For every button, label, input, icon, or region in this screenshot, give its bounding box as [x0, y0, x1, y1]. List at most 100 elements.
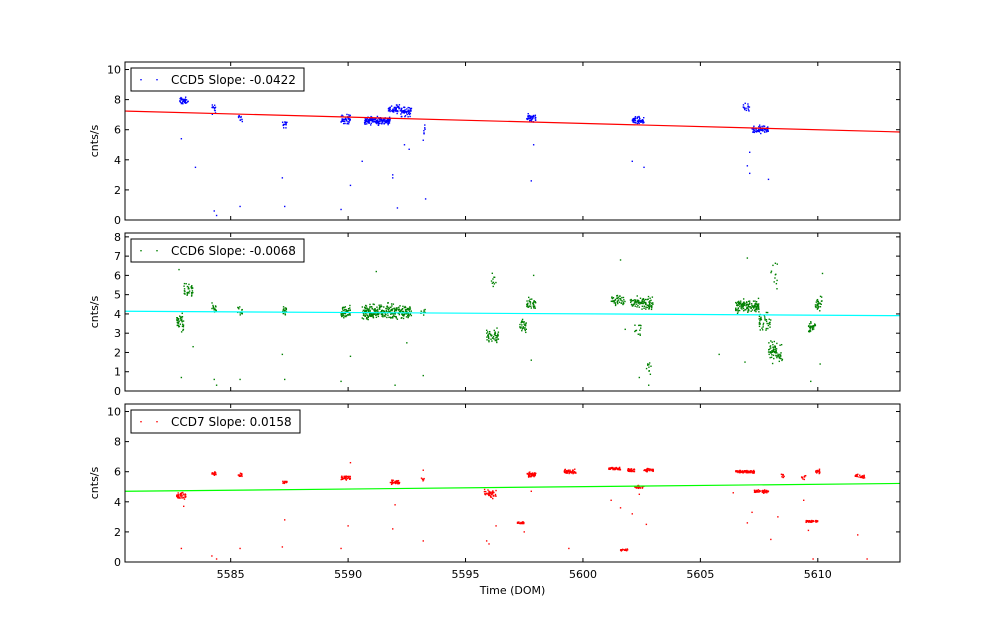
p2-data-point: [179, 317, 182, 319]
p1-data-point: [638, 119, 640, 121]
p3-data-point: [573, 472, 575, 474]
p2-data-point: [404, 313, 406, 315]
p2-data-point: [398, 306, 400, 309]
p2-data-point: [532, 303, 535, 306]
p1-data-point: [387, 123, 389, 126]
p1-data-point: [424, 127, 426, 129]
p2-data-point: [492, 278, 494, 280]
p1-outlier-point: [532, 144, 535, 146]
p2-data-point: [638, 324, 640, 327]
p3-data-point: [651, 470, 653, 472]
p2-data-point: [740, 300, 742, 302]
p1-data-point: [404, 115, 406, 118]
p2-data-point: [211, 302, 213, 304]
p2-data-point: [618, 301, 621, 303]
p1-data-point: [400, 109, 402, 111]
p2-data-point: [808, 323, 811, 325]
p2-data-point: [647, 363, 649, 365]
p1-data-point: [394, 108, 397, 111]
p1-outlier-point: [396, 207, 399, 209]
p2-data-point: [343, 306, 345, 309]
p2-data-point: [488, 339, 490, 342]
p1-data-point: [403, 110, 406, 112]
p1-data-point: [367, 120, 369, 123]
p1-legend: CCD5 Slope: -0.0422: [130, 67, 305, 92]
p2-data-point: [395, 315, 397, 318]
p2-data-point: [493, 329, 495, 332]
p2-data-point: [778, 360, 780, 363]
p2-data-point: [641, 302, 643, 305]
p3-data-point: [518, 522, 520, 524]
p1-legend-label: CCD5 Slope: -0.0422: [171, 73, 296, 87]
p1-data-point: [758, 129, 761, 131]
p1-data-point: [642, 120, 644, 122]
p2-data-point: [774, 345, 776, 347]
p2-data-point: [531, 298, 533, 300]
p1-data-point: [179, 100, 181, 102]
p3-data-point: [629, 468, 631, 470]
p2-data-point: [378, 306, 381, 308]
p3-data-point: [863, 475, 865, 478]
p2-data-point: [191, 285, 193, 287]
p3-data-point: [629, 469, 632, 472]
p1-data-point: [762, 130, 764, 132]
p2-data-point: [392, 315, 394, 318]
p2-data-point: [630, 300, 632, 302]
p2-data-point: [739, 305, 741, 307]
p3-data-point: [631, 469, 633, 472]
p2-data-point: [648, 302, 651, 305]
p3-data-point: [767, 490, 769, 492]
p1-data-point: [381, 120, 383, 122]
p2-data-point: [349, 307, 351, 309]
p3-data-point: [349, 477, 352, 479]
p1-data-point: [527, 115, 529, 117]
p2-data-point: [371, 314, 373, 316]
p3-outlier-point: [610, 499, 612, 501]
p1-data-point: [528, 115, 530, 118]
p3-outlier-point: [777, 516, 779, 518]
p3-data-point: [491, 493, 493, 495]
p3-outlier-point: [770, 538, 772, 541]
p2-data-point: [614, 304, 617, 307]
p2-data-point: [748, 300, 751, 302]
p3-data-point: [801, 476, 803, 479]
p2-data-point: [239, 306, 241, 308]
p2-data-point: [378, 312, 380, 315]
p3-ytick-label: 0: [114, 556, 121, 569]
p1-data-point: [410, 107, 413, 110]
p3-data-point: [761, 490, 763, 492]
p3-data-point: [391, 482, 394, 485]
p3-data-point: [492, 495, 495, 497]
p3-data-point: [737, 470, 739, 472]
p1-outlier-point: [213, 210, 215, 212]
p3-data-point: [486, 492, 488, 495]
p3-data-point: [392, 482, 395, 484]
p2-data-point: [737, 309, 739, 312]
p2-data-point: [424, 308, 426, 311]
p3-data-point: [572, 470, 574, 472]
p3-xtick-label: 5590: [334, 568, 362, 581]
p2-data-point: [768, 322, 771, 324]
p2-data-point: [405, 313, 408, 315]
p2-data-point: [378, 304, 380, 306]
p2-data-point: [751, 309, 754, 311]
p2-data-point: [215, 309, 217, 312]
p2-data-point: [525, 331, 527, 334]
p2-ytick-label: 1: [114, 366, 121, 379]
p2-outlier-point: [530, 359, 532, 361]
p3-data-point: [738, 470, 740, 473]
p2-data-point: [176, 316, 178, 319]
p2-data-point: [746, 307, 749, 310]
p2-data-point: [781, 358, 784, 361]
p1-data-point: [756, 130, 759, 132]
p3-data-point: [736, 470, 738, 472]
p1-data-point: [365, 120, 367, 122]
p3-data-point: [751, 472, 754, 474]
p2-data-point: [767, 351, 770, 353]
p2-data-point: [177, 318, 180, 321]
p2-data-point: [770, 340, 772, 342]
p2-data-point: [528, 300, 530, 302]
p2-outlier-point: [178, 268, 180, 271]
p2-data-point: [632, 299, 635, 302]
p2-data-point: [237, 307, 239, 309]
